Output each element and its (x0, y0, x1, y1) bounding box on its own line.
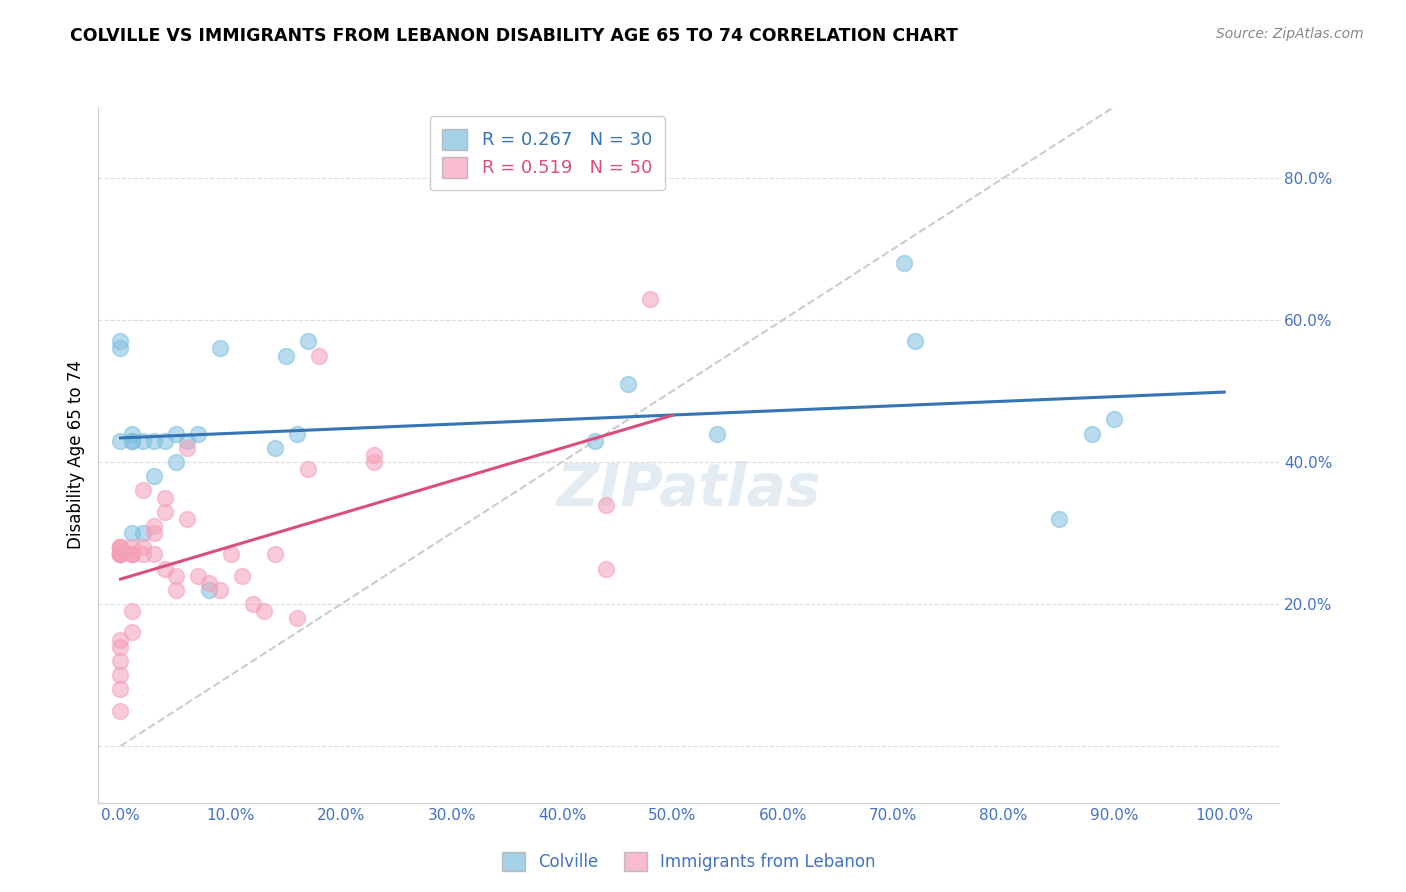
Point (110, 540, 132, 554)
Point (285, 611, 308, 625)
Point (165, 426, 187, 441)
Point (363, 448, 385, 462)
Point (121, 604, 143, 618)
Point (110, 547, 132, 561)
Point (706, 426, 728, 441)
Point (363, 455, 385, 469)
Point (110, 540, 132, 554)
Point (110, 342, 132, 356)
Point (121, 526, 143, 541)
Point (131, 526, 153, 541)
Point (208, 582, 231, 597)
Point (121, 434, 143, 448)
Point (121, 625, 143, 640)
Point (153, 434, 176, 448)
Point (297, 462, 319, 476)
Point (131, 483, 153, 498)
Point (110, 547, 132, 561)
Point (110, 547, 132, 561)
Point (595, 498, 617, 512)
Point (142, 519, 165, 533)
Point (1081, 426, 1104, 441)
Point (121, 540, 143, 554)
Point (153, 505, 176, 519)
Point (1102, 412, 1125, 426)
Point (131, 540, 153, 554)
Legend: Colville, Immigrants from Lebanon: Colville, Immigrants from Lebanon (495, 846, 883, 878)
Point (198, 582, 221, 597)
Point (131, 547, 153, 561)
Point (583, 434, 606, 448)
Point (131, 434, 153, 448)
Point (142, 469, 165, 483)
Point (242, 597, 264, 611)
Point (219, 547, 242, 561)
Point (208, 342, 231, 356)
Point (110, 547, 132, 561)
Point (121, 547, 143, 561)
Point (231, 568, 253, 582)
Point (253, 604, 276, 618)
Point (110, 640, 132, 654)
Point (264, 547, 287, 561)
Point (110, 547, 132, 561)
Point (142, 434, 165, 448)
Point (176, 512, 198, 526)
Point (1047, 512, 1070, 526)
Point (110, 632, 132, 647)
Y-axis label: Disability Age 65 to 74: Disability Age 65 to 74 (66, 360, 84, 549)
Point (176, 441, 198, 455)
Point (110, 682, 132, 697)
Point (264, 441, 287, 455)
Point (110, 540, 132, 554)
Point (187, 568, 209, 582)
Point (904, 334, 927, 349)
Point (121, 426, 143, 441)
Point (640, 292, 662, 306)
Point (110, 334, 132, 349)
Point (285, 426, 308, 441)
Text: COLVILLE VS IMMIGRANTS FROM LEBANON DISABILITY AGE 65 TO 74 CORRELATION CHART: COLVILLE VS IMMIGRANTS FROM LEBANON DISA… (70, 27, 957, 45)
Point (165, 568, 187, 582)
Point (153, 491, 176, 505)
Point (142, 526, 165, 541)
Point (153, 561, 176, 575)
Point (198, 575, 221, 590)
Point (595, 561, 617, 575)
Point (176, 434, 198, 448)
Text: ZIPatlas: ZIPatlas (557, 461, 821, 518)
Point (893, 256, 915, 270)
Point (121, 547, 143, 561)
Text: Source: ZipAtlas.com: Source: ZipAtlas.com (1216, 27, 1364, 41)
Point (110, 434, 132, 448)
Point (121, 434, 143, 448)
Point (274, 349, 297, 363)
Point (110, 547, 132, 561)
Point (110, 654, 132, 668)
Point (142, 547, 165, 561)
Point (165, 582, 187, 597)
Point (110, 704, 132, 718)
Point (617, 376, 640, 391)
Point (308, 349, 330, 363)
Point (110, 668, 132, 682)
Point (121, 547, 143, 561)
Point (297, 334, 319, 349)
Point (187, 426, 209, 441)
Point (165, 455, 187, 469)
